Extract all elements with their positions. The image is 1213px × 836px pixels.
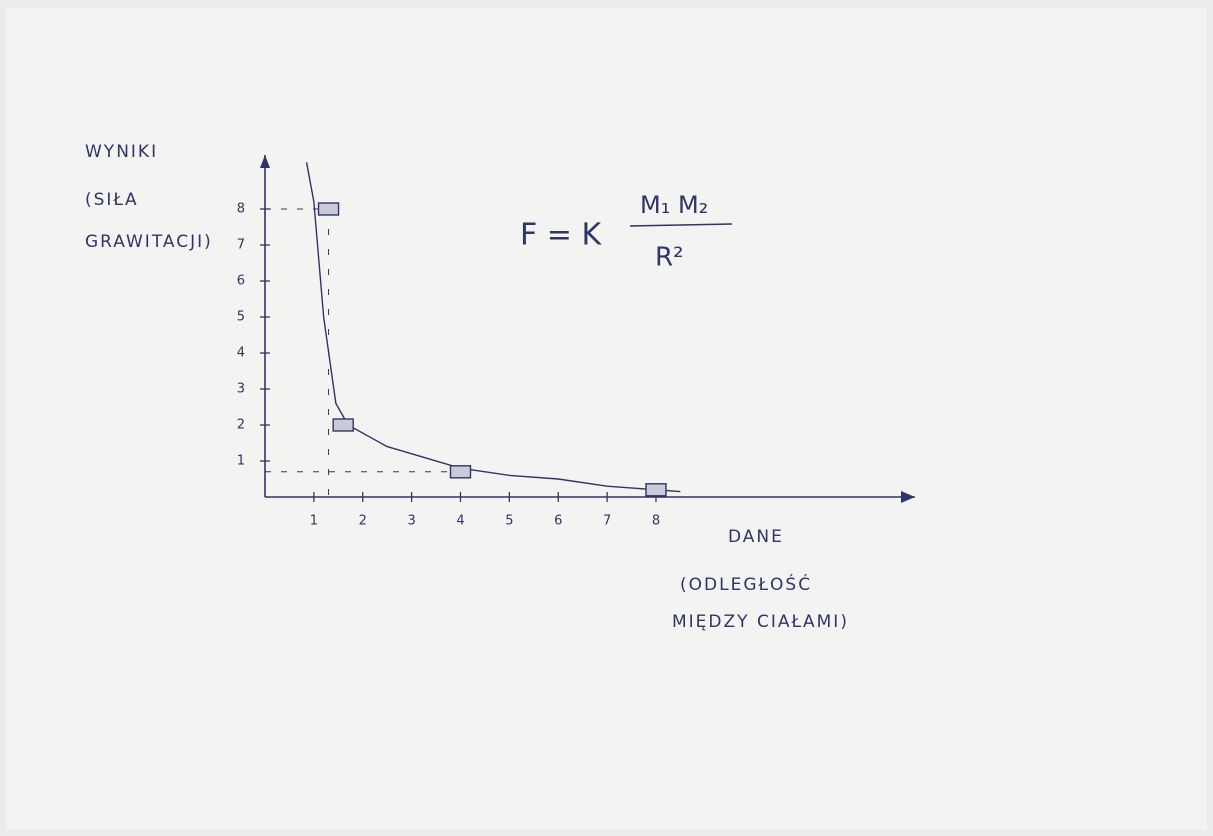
x-label-line: DANE [728,527,784,547]
formula-numerator: M₁ M₂ [640,191,708,219]
data-point [450,466,470,478]
x-tick-label: 7 [603,514,611,529]
x-tick-label: 1 [310,514,318,529]
x-label-line: (ODLEGŁOŚĆ [680,573,812,595]
y-tick-label: 7 [237,238,245,253]
chart: WYNIKI (SIŁA GRAWITACJI) DANE (ODLEGŁOŚĆ… [0,0,1213,836]
x-tick-label: 8 [652,514,660,529]
x-label-line: MIĘDZY CIAŁAMI) [672,612,849,632]
formula-denominator: R² [655,243,684,273]
x-tick-label: 3 [407,514,415,529]
y-label-line: (SIŁA [85,190,139,210]
y-tick-label: 5 [237,310,245,325]
y-tick-label: 1 [237,454,245,469]
y-tick-label: 8 [237,202,245,217]
x-tick-label: 2 [359,514,367,529]
y-label-line: WYNIKI [85,142,158,162]
y-label-line: GRAWITACJI) [85,232,213,252]
paper [6,8,1207,830]
y-tick-label: 2 [237,418,245,433]
y-tick-label: 4 [237,346,245,361]
y-tick-label: 6 [237,274,245,289]
formula-left: F = K [520,218,602,253]
x-tick-label: 5 [505,514,513,529]
y-tick-label: 3 [237,382,245,397]
data-point [333,419,353,431]
page: WYNIKI (SIŁA GRAWITACJI) DANE (ODLEGŁOŚĆ… [0,0,1213,836]
data-point [319,203,339,215]
x-tick-label: 6 [554,514,562,529]
x-tick-label: 4 [456,514,464,529]
data-point [646,484,666,496]
